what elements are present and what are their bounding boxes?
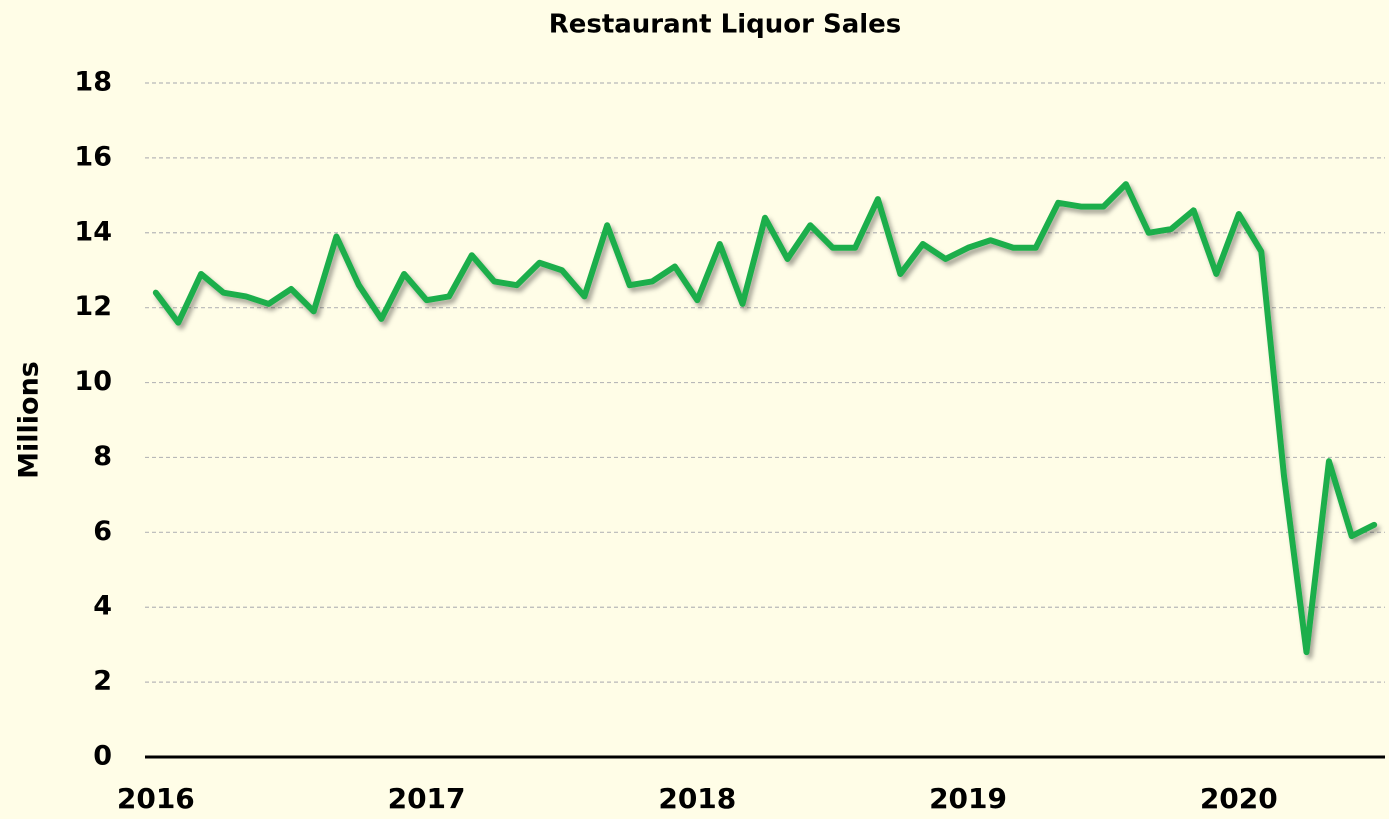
x-tick-label: 2016 <box>117 782 195 815</box>
y-tick-label: 4 <box>93 591 112 622</box>
chart-title: Restaurant Liquor Sales <box>549 10 902 40</box>
data-line <box>152 181 1378 656</box>
y-tick-label: 6 <box>93 516 112 547</box>
y-tick-label: 18 <box>74 67 112 98</box>
y-tick-label: 8 <box>93 441 112 472</box>
x-tick-label: 2018 <box>658 782 736 815</box>
x-tick-label: 2017 <box>388 782 466 815</box>
x-tick-label: 2019 <box>929 782 1007 815</box>
x-tick-label: 2020 <box>1200 782 1278 815</box>
y-tick-label: 14 <box>74 216 112 247</box>
y-tick-label: 0 <box>93 741 112 772</box>
y-tick-label: 16 <box>74 141 112 172</box>
y-tick-label: 12 <box>74 291 112 322</box>
y-axis-label: Millions <box>14 361 45 479</box>
y-tick-label: 2 <box>93 666 112 697</box>
y-tick-label: 10 <box>74 366 112 397</box>
